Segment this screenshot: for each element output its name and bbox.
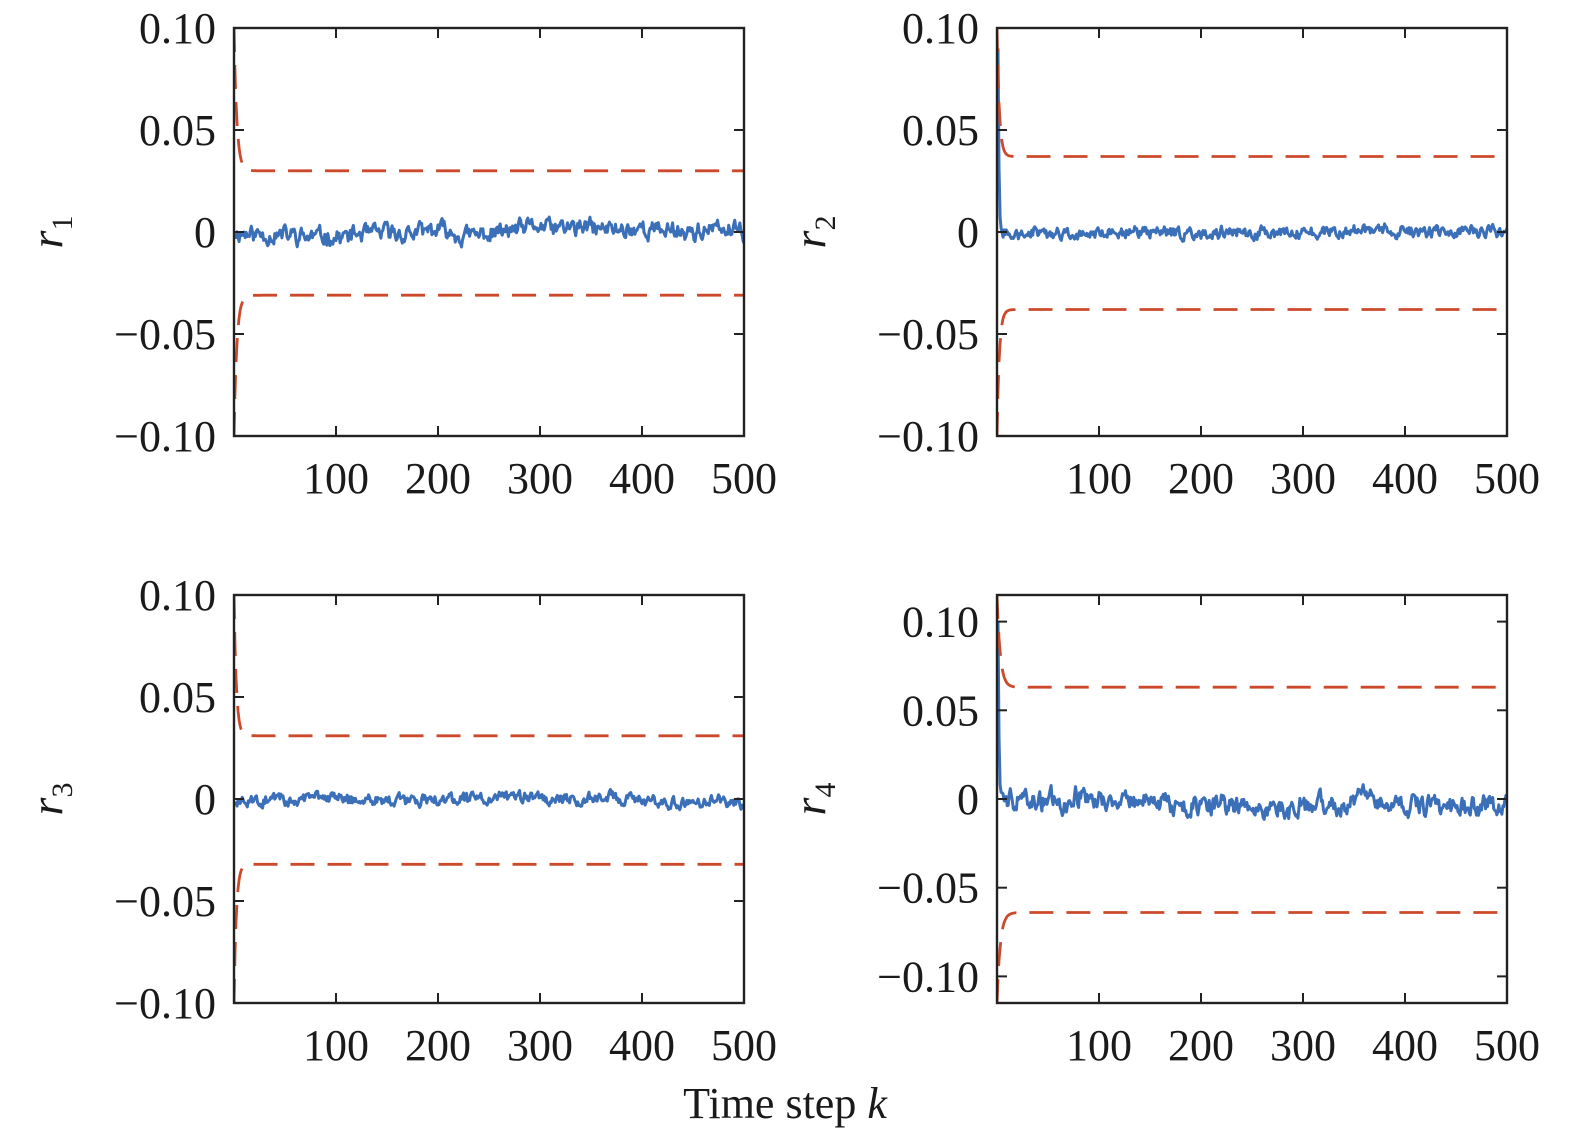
x-tick-label: 400 <box>609 1021 675 1070</box>
y-tick-label: −0.05 <box>114 877 216 926</box>
y-tick-label: 0 <box>194 775 216 824</box>
x-tick-label: 300 <box>507 1021 573 1070</box>
x-tick-label: 400 <box>1372 1021 1438 1070</box>
residual-series <box>997 621 1507 821</box>
y-tick-label: 0.10 <box>139 4 216 53</box>
upper-threshold <box>997 28 1507 158</box>
y-tick-label: 0.05 <box>902 106 979 155</box>
y-tick-label: 0.10 <box>902 598 979 647</box>
x-tick-label: 400 <box>1372 454 1438 503</box>
y-tick-label: −0.05 <box>877 864 979 913</box>
y-tick-label: 0 <box>957 775 979 824</box>
plot-area <box>234 28 744 436</box>
x-tick-label: 200 <box>405 1021 471 1070</box>
plot-area <box>997 595 1507 1003</box>
y-tick-label: 0.05 <box>139 106 216 155</box>
lower-threshold <box>997 308 1507 436</box>
y-axis-label: r3 <box>21 783 79 816</box>
panels: 100 200 300 400 500 0.10 0.05 0 −0.05 −0.10 r1 100 2… <box>21 4 1540 1070</box>
upper-threshold <box>997 595 1507 689</box>
x-tick-label: 200 <box>1168 1021 1234 1070</box>
x-axis-label: Time step k <box>683 1079 888 1128</box>
y-tick-label: −0.10 <box>114 412 216 461</box>
x-tick-label: 300 <box>1270 454 1336 503</box>
lower-threshold <box>234 862 744 1003</box>
y-tick-label: −0.10 <box>114 979 216 1028</box>
y-tick-label: −0.10 <box>877 952 979 1001</box>
subplot-4: 100 200 300 400 500 0.10 0.05 0 −0.05 −0.10 r4 <box>784 593 1540 1070</box>
y-tick-label: 0.10 <box>902 4 979 53</box>
y-tick-label: −0.05 <box>877 310 979 359</box>
residual-series <box>997 48 1507 243</box>
x-tick-label: 100 <box>1066 454 1132 503</box>
upper-threshold <box>234 28 744 173</box>
y-tick-label: −0.05 <box>114 310 216 359</box>
subplot-3: 100 200 300 400 500 0.10 0.05 0 −0.05 −0.10 r3 <box>21 571 777 1070</box>
x-tick-label: 500 <box>1474 454 1540 503</box>
residual-series <box>234 215 744 249</box>
x-tick-label: 300 <box>1270 1021 1336 1070</box>
x-tick-label: 200 <box>405 454 471 503</box>
y-axis-label: r4 <box>784 783 842 816</box>
x-tick-label: 100 <box>303 454 369 503</box>
x-tick-label: 500 <box>1474 1021 1540 1070</box>
x-tick-label: 300 <box>507 454 573 503</box>
y-tick-label: 0 <box>957 208 979 257</box>
residual-series <box>234 788 744 812</box>
subplot-2: 100 200 300 400 500 0.10 0.05 0 −0.05 −0.10 r2 <box>784 4 1540 503</box>
y-tick-label: 0.05 <box>902 686 979 735</box>
plot-area <box>234 595 744 1003</box>
x-tick-label: 200 <box>1168 454 1234 503</box>
x-tick-label: 100 <box>303 1021 369 1070</box>
y-tick-label: −0.10 <box>877 412 979 461</box>
y-tick-label: 0 <box>194 208 216 257</box>
y-axis-label: r1 <box>21 216 79 249</box>
x-tick-label: 400 <box>609 454 675 503</box>
y-axis-label: r2 <box>784 216 842 249</box>
subplot-1: 100 200 300 400 500 0.10 0.05 0 −0.05 −0.10 r1 <box>21 4 777 503</box>
x-tick-label: 100 <box>1066 1021 1132 1070</box>
lower-threshold <box>997 911 1507 1003</box>
plot-area <box>997 28 1507 436</box>
x-tick-label: 500 <box>711 454 777 503</box>
y-tick-label: 0.05 <box>139 673 216 722</box>
upper-threshold <box>234 595 744 738</box>
lower-threshold <box>234 293 744 436</box>
y-tick-label: 0.10 <box>139 571 216 620</box>
x-tick-label: 500 <box>711 1021 777 1070</box>
